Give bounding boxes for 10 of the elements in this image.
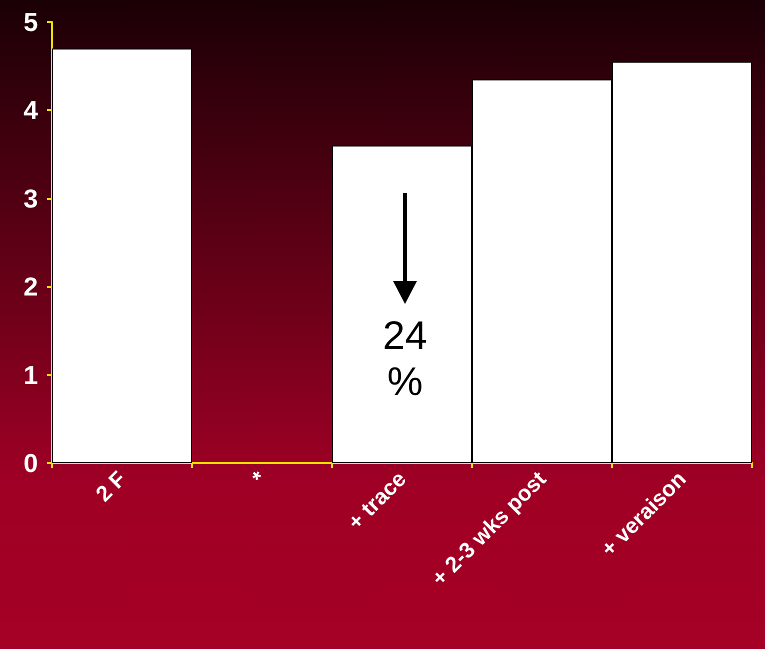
x-tick-label: 2 F	[90, 466, 131, 506]
y-tick-label: 4	[24, 95, 39, 126]
y-tick-label: 3	[24, 183, 38, 214]
y-tick-label: 2	[24, 272, 38, 302]
bar	[52, 48, 192, 463]
x-tick-label: *	[247, 466, 272, 490]
y-tick-label: 5	[24, 7, 38, 37]
annotation: 24 %	[382, 313, 428, 405]
y-tick-label: 0	[24, 448, 38, 478]
y-tick-label: 1	[24, 360, 38, 390]
